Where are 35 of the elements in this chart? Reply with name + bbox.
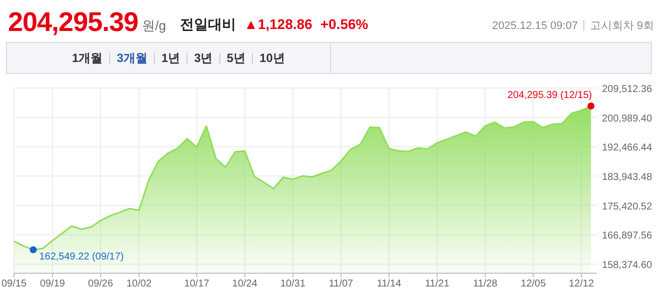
y-tick-label: 192,466.44	[602, 142, 652, 154]
x-tick-label: 10/17	[184, 278, 210, 290]
text: 2025.12.15 09:07	[492, 20, 578, 32]
x-tick-label: 11/07	[328, 278, 354, 290]
annotation: 204,295.39 (12/15)	[507, 90, 592, 101]
y-tick-label: 209,512.36	[602, 84, 652, 95]
text: +0.56%	[320, 16, 369, 32]
y-tick-label: 200,989.40	[602, 113, 652, 124]
x-tick-label: 09/19	[40, 278, 66, 290]
x-tick-label: 10/24	[232, 278, 258, 290]
text: 3개월	[116, 51, 148, 65]
text: 1개월	[72, 51, 103, 65]
text: 10년	[259, 51, 285, 65]
annotation: 162,549.22 (09/17)	[39, 252, 124, 263]
text: 1년	[161, 51, 180, 65]
x-tick-label: 09/26	[88, 278, 114, 290]
x-tick-label: 09/15	[1, 278, 27, 290]
text: ▲1,128.86	[244, 16, 313, 32]
x-tick-label: 11/14	[376, 278, 402, 290]
x-tick-label: 12/12	[568, 278, 594, 290]
text: 3년	[194, 51, 213, 65]
chart-title: 204,295.39	[8, 7, 139, 37]
y-tick-label: 158,374.60	[602, 260, 652, 272]
x-tick-label: 10/02	[126, 278, 152, 290]
text: 전일대비	[180, 16, 236, 32]
x-tick-label: 12/05	[520, 278, 546, 290]
x-tick-label: 10/31	[280, 278, 306, 290]
text: 5년	[226, 51, 246, 65]
x-tick-label: 11/28	[473, 278, 498, 290]
text: 고시회차 9회	[590, 20, 654, 32]
y-tick-label: 183,943.48	[602, 172, 652, 184]
y-tick-label: 175,420.52	[602, 201, 652, 212]
chart-subtitle: 원/g	[142, 18, 166, 33]
x-tick-label: 11/21	[424, 278, 450, 290]
y-tick-label: 166,897.56	[602, 230, 652, 242]
